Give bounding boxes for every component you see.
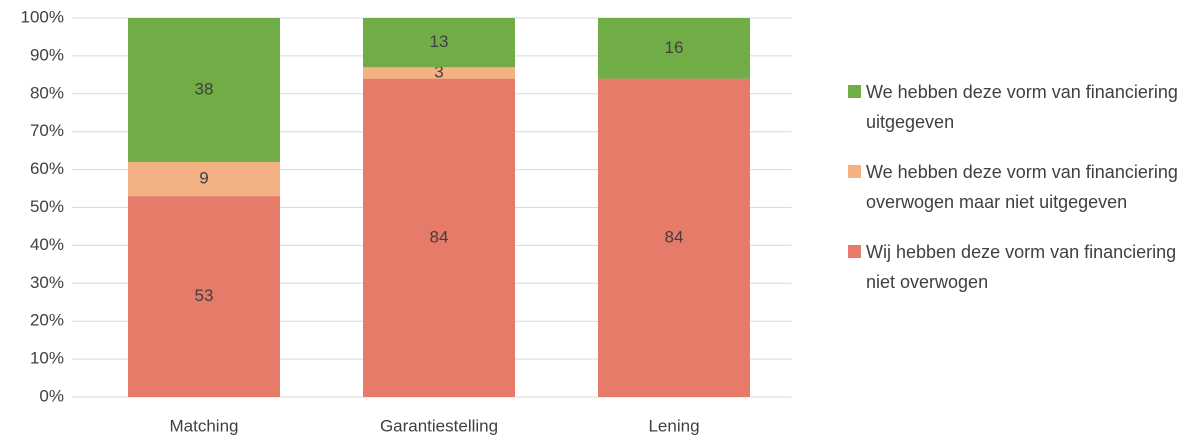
y-tick-label: 60% — [30, 159, 64, 178]
data-label: 84 — [430, 227, 449, 246]
data-label: 3 — [434, 62, 443, 81]
data-label: 53 — [195, 286, 214, 305]
x-tick-label: Lening — [648, 416, 699, 435]
y-tick-label: 30% — [30, 273, 64, 292]
legend-item: We hebben deze vorm van financiering ove… — [848, 157, 1178, 217]
legend-item: Wij hebben deze vorm van financiering ni… — [848, 237, 1178, 297]
bar-segment — [363, 78, 515, 397]
y-tick-label: 70% — [30, 121, 64, 140]
bar-segment — [598, 78, 750, 397]
data-label: 16 — [665, 38, 684, 57]
y-tick-label: 40% — [30, 235, 64, 254]
legend-label: Wij hebben deze vorm van financiering ni… — [866, 242, 1177, 292]
legend-label: We hebben deze vorm van financiering uit… — [866, 82, 1178, 132]
legend-label: We hebben deze vorm van financiering ove… — [866, 162, 1178, 212]
legend-item: We hebben deze vorm van financiering uit… — [848, 77, 1178, 137]
y-tick-label: 50% — [30, 197, 64, 216]
x-tick-label: Matching — [170, 416, 239, 435]
y-tick-label: 80% — [30, 83, 64, 102]
x-tick-label: Garantiestelling — [380, 416, 498, 435]
bar-segment — [128, 196, 280, 397]
legend: We hebben deze vorm van financiering uit… — [848, 77, 1178, 317]
bar-segment — [363, 67, 515, 79]
legend-swatch — [848, 245, 861, 258]
data-label: 84 — [665, 227, 684, 246]
y-tick-label: 10% — [30, 349, 64, 368]
y-tick-label: 20% — [30, 311, 64, 330]
bar-segment — [128, 162, 280, 197]
legend-swatch — [848, 165, 861, 178]
bar-segment — [598, 18, 750, 79]
y-tick-label: 100% — [21, 7, 64, 26]
y-tick-label: 0% — [39, 386, 64, 405]
bar-segment — [128, 18, 280, 163]
data-label: 9 — [199, 169, 208, 188]
y-tick-label: 90% — [30, 45, 64, 64]
data-label: 13 — [430, 32, 449, 51]
data-label: 38 — [195, 79, 214, 98]
bar-segment — [363, 18, 515, 68]
legend-swatch — [848, 85, 861, 98]
